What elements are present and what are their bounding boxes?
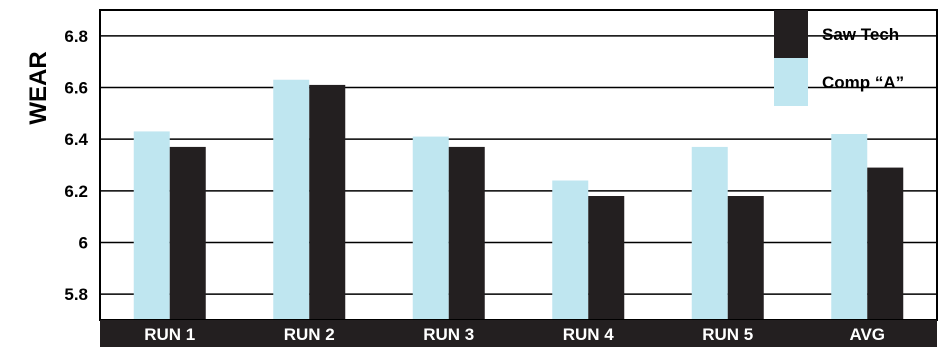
legend-swatch-comp-a (774, 58, 808, 106)
gridlines (100, 35, 937, 295)
bars (133, 79, 904, 321)
category-label: RUN 3 (423, 325, 474, 344)
bar-saw-tech (588, 196, 625, 320)
bar-saw-tech (448, 146, 485, 320)
category-labels: RUN 1 RUN 2 RUN 3 RUN 4 RUN 5 AVG (144, 325, 885, 344)
bar-saw-tech (867, 167, 904, 320)
bar-comp-a (133, 131, 170, 320)
legend-label-comp-a: Comp “A” (822, 73, 904, 92)
bar-comp-a (831, 134, 868, 320)
y-tick-labels: 5.8 6 6.2 6.4 6.6 6.8 (64, 27, 88, 304)
bar-saw-tech (309, 84, 346, 321)
legend-swatch-saw-tech (774, 10, 808, 58)
plot-area (100, 10, 937, 320)
category-band (100, 320, 937, 347)
bar-comp-a (552, 180, 589, 320)
category-label: AVG (849, 325, 885, 344)
category-label: RUN 4 (563, 325, 615, 344)
y-tick-label: 6.2 (64, 182, 88, 201)
bar-saw-tech (169, 146, 206, 320)
category-label: RUN 1 (144, 325, 195, 344)
legend-label-saw-tech: Saw Tech (822, 25, 899, 44)
y-tick-label: 6.4 (64, 130, 88, 149)
bar-comp-a (412, 136, 449, 320)
y-axis-label: WEAR (25, 51, 52, 124)
y-tick-label: 6 (79, 234, 88, 253)
category-label: RUN 2 (284, 325, 335, 344)
category-label: RUN 5 (702, 325, 753, 344)
legend: Saw Tech Comp “A” (774, 10, 904, 106)
y-tick-label: 6.6 (64, 79, 88, 98)
bar-saw-tech (727, 196, 764, 320)
y-tick-label: 6.8 (64, 27, 88, 46)
y-tick-label: 5.8 (64, 285, 88, 304)
bar-comp-a (691, 146, 728, 320)
bar-comp-a (273, 79, 310, 320)
